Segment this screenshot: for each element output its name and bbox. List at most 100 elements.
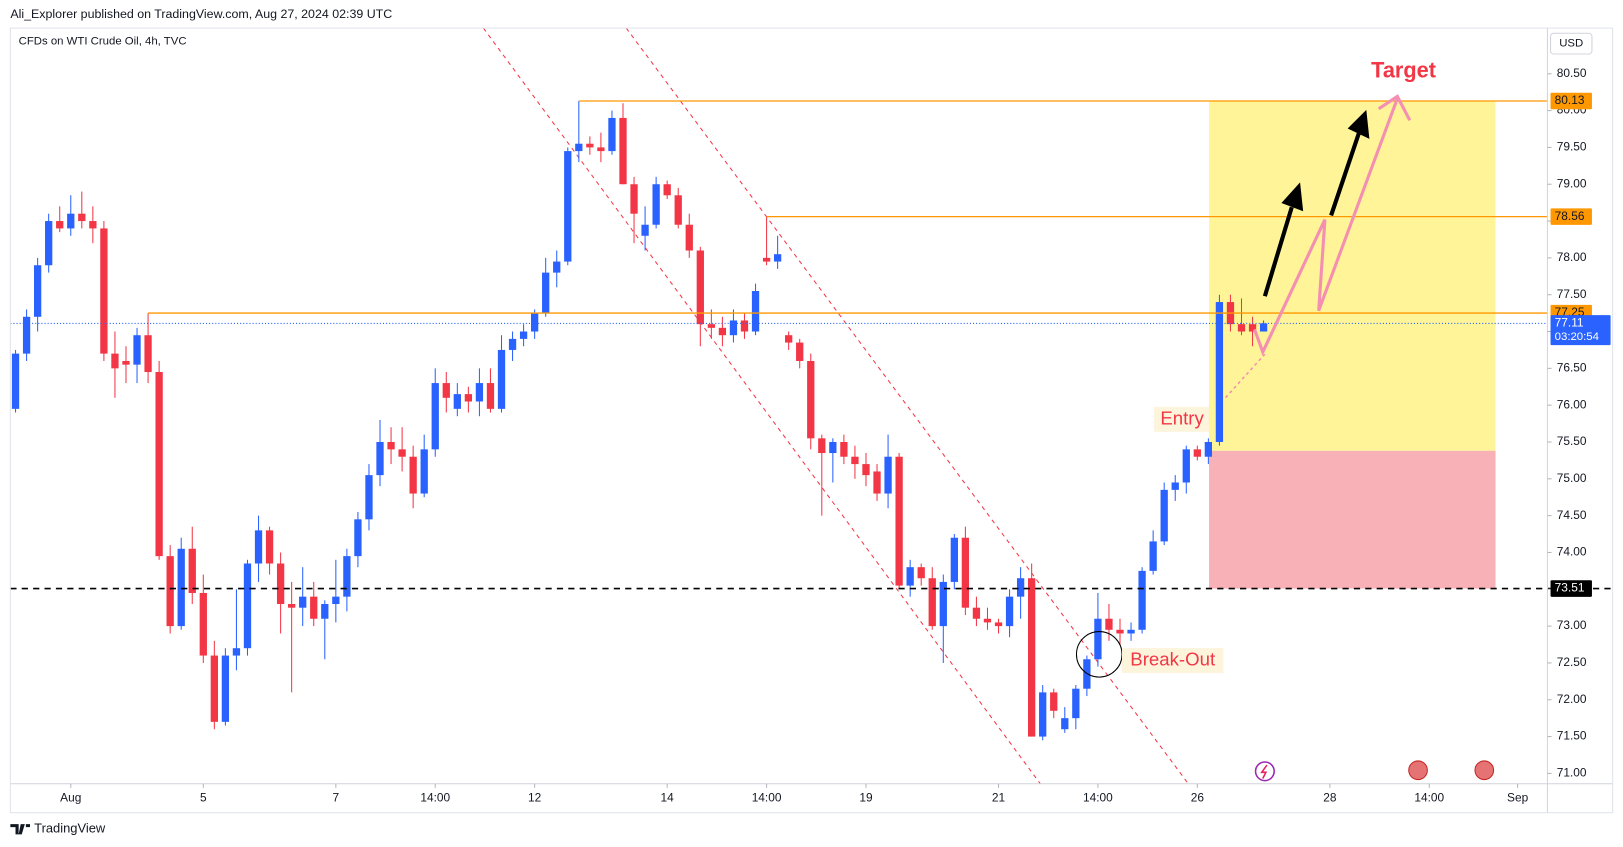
candle-body xyxy=(1215,302,1224,442)
y-tick-label: 78.00 xyxy=(1557,250,1587,264)
candle-body xyxy=(1149,541,1157,571)
candle-body xyxy=(1116,629,1124,634)
candle-body xyxy=(486,383,495,409)
event-icon-bolt xyxy=(1260,764,1268,779)
candle-body xyxy=(983,618,992,623)
brand: TradingView xyxy=(34,821,106,836)
candle-body xyxy=(1005,596,1014,627)
level-label-bg xyxy=(1550,92,1592,110)
channel-line xyxy=(625,27,1189,785)
candle-body xyxy=(464,394,473,402)
frame xyxy=(9,27,1614,814)
countdown: 03:20:54 xyxy=(1555,331,1599,343)
level-label: 80.13 xyxy=(1555,93,1585,107)
candle-body xyxy=(773,254,782,262)
candle-body xyxy=(155,372,163,557)
candle-body xyxy=(619,117,627,185)
candle-body xyxy=(1138,570,1146,630)
candle-body xyxy=(122,360,130,365)
candle-body xyxy=(111,353,119,369)
x-tick-label: 14:00 xyxy=(1414,790,1444,804)
candle-body xyxy=(1028,578,1036,737)
projection-arrowhead xyxy=(1377,94,1412,121)
candle-body xyxy=(762,257,771,262)
candle-body xyxy=(11,353,20,409)
candle-body xyxy=(78,213,86,222)
candle-body xyxy=(1072,688,1080,719)
projection-path xyxy=(1253,97,1399,357)
candle-body xyxy=(829,441,837,454)
candle-body xyxy=(299,596,307,608)
candle-body xyxy=(873,471,881,494)
candle-body xyxy=(1182,449,1190,483)
level-label: 78.56 xyxy=(1555,209,1585,223)
candle-body xyxy=(519,331,528,339)
y-tick-label: 75.00 xyxy=(1557,471,1587,485)
candle-body xyxy=(354,519,362,557)
currency-box[interactable] xyxy=(1550,32,1593,55)
candle-body xyxy=(542,272,550,314)
candle-body xyxy=(276,563,285,605)
breakout-label: Break-Out xyxy=(1130,648,1216,669)
candle-body xyxy=(166,556,174,627)
candle-body xyxy=(994,622,1003,627)
event-icon[interactable] xyxy=(1408,760,1428,781)
candle-body xyxy=(575,143,583,152)
candle-body xyxy=(597,147,605,152)
arrow xyxy=(1262,206,1294,297)
arrow xyxy=(1329,131,1362,217)
y-tick-label: 77.50 xyxy=(1557,287,1587,301)
x-tick-label: 14:00 xyxy=(752,790,782,804)
arrow-head xyxy=(1347,109,1370,139)
target-zone xyxy=(1209,101,1496,451)
candle-body xyxy=(1204,441,1213,457)
candle-body xyxy=(530,313,539,332)
y-tick-label: 76.50 xyxy=(1557,360,1587,374)
entry-label: Entry xyxy=(1160,407,1204,428)
channel-line xyxy=(482,27,1041,785)
candle-body xyxy=(1105,618,1113,630)
event-icon[interactable] xyxy=(1254,761,1275,782)
candle-body xyxy=(221,655,230,722)
candle-body xyxy=(508,338,517,350)
candle-body xyxy=(740,320,749,332)
candle-body xyxy=(906,567,914,586)
candle-body xyxy=(917,567,925,579)
candle-body xyxy=(630,184,638,214)
candle-body xyxy=(243,563,252,649)
axes: 71.0071.5072.0072.5073.0073.5074.0074.50… xyxy=(60,66,1611,804)
y-tick-label: 79.00 xyxy=(1557,176,1587,190)
candle-body xyxy=(1050,692,1058,711)
last-price-bg xyxy=(1550,315,1611,346)
candle-body xyxy=(254,530,263,564)
candle-body xyxy=(199,592,207,656)
candle-body xyxy=(22,316,31,354)
level-label-bg xyxy=(1550,208,1592,225)
candle-body xyxy=(67,213,75,229)
candle-body xyxy=(1237,324,1246,332)
candle-body xyxy=(497,349,506,409)
x-tick-label: 26 xyxy=(1191,790,1205,804)
candle-body xyxy=(939,581,947,627)
event-icon[interactable] xyxy=(1474,760,1495,781)
candle-body xyxy=(851,456,859,465)
y-tick-label: 75.50 xyxy=(1557,434,1587,448)
candle-body xyxy=(1127,629,1135,634)
y-tick-label: 72.50 xyxy=(1557,655,1587,669)
candle-body xyxy=(442,383,450,398)
x-tick-label: 5 xyxy=(200,790,207,804)
candle-body xyxy=(453,394,461,409)
candle-body xyxy=(961,537,970,608)
candles xyxy=(11,101,1268,741)
candle-body xyxy=(641,224,649,236)
candle-body xyxy=(33,265,42,317)
candle-body xyxy=(144,335,152,373)
candle-body xyxy=(321,604,329,619)
candle-body xyxy=(265,530,274,564)
candle-body xyxy=(685,224,693,251)
candle-body xyxy=(674,195,682,225)
candle-body xyxy=(1094,618,1102,660)
candle-body xyxy=(652,184,660,225)
brand-logo xyxy=(10,824,31,835)
y-tick-label: 71.50 xyxy=(1557,729,1587,743)
